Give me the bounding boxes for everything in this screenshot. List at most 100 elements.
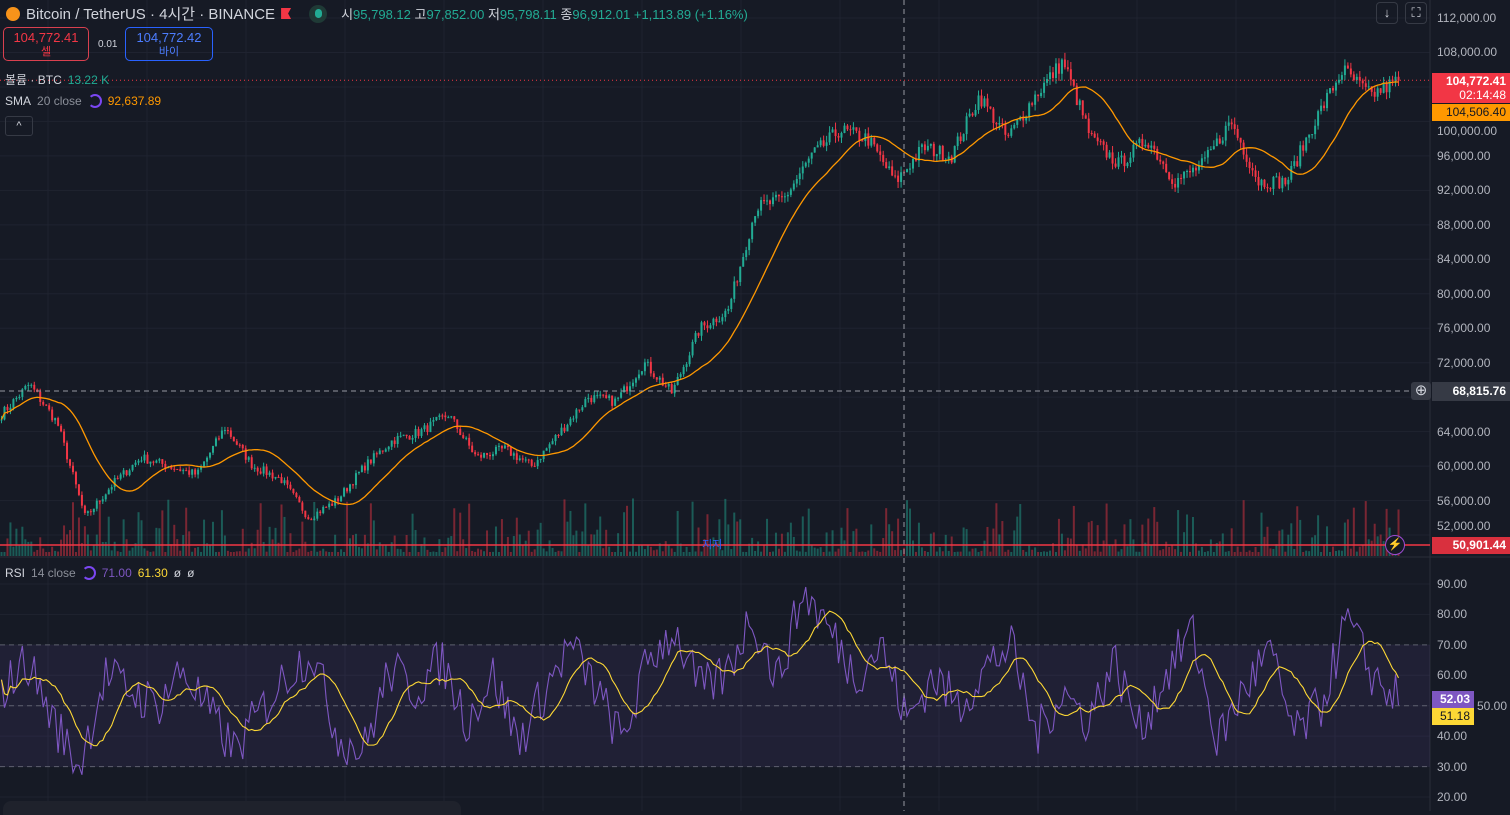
bottom-toolbar[interactable]	[3, 801, 461, 815]
candle-body	[771, 197, 774, 205]
volume-bar	[497, 551, 500, 556]
volume-bar	[911, 540, 914, 556]
volume-bar	[420, 544, 423, 556]
candle-body	[703, 322, 706, 326]
candle-body	[1385, 82, 1388, 93]
candle-body	[1334, 82, 1337, 91]
volume-bar	[107, 516, 110, 556]
candle-body	[1373, 91, 1376, 97]
sma-legend[interactable]: SMA 20 close 92,637.89	[5, 94, 162, 108]
volume-bar	[771, 551, 774, 556]
volume-bar	[176, 539, 179, 556]
volume-bar	[968, 551, 971, 556]
rsi-ma-tag: 51.18	[1432, 708, 1474, 725]
volume-bar	[614, 551, 617, 556]
volume-bar	[438, 539, 441, 556]
volume-bar	[1326, 526, 1329, 556]
candle-body	[870, 137, 873, 146]
add-alert-plus-icon[interactable]: ⊕	[1411, 382, 1431, 400]
volume-bar	[855, 528, 858, 556]
volume-bar	[724, 498, 727, 556]
volume-bar	[280, 504, 283, 556]
candle-body	[1367, 86, 1370, 88]
volume-bar	[950, 536, 953, 556]
candle-body	[1129, 157, 1132, 164]
volume-bar	[706, 514, 709, 556]
candle-body	[1147, 144, 1150, 148]
scroll-down-button[interactable]: ↓	[1376, 2, 1398, 24]
volume-bar	[200, 551, 203, 556]
candle-body	[679, 374, 682, 377]
symbol-title[interactable]: Bitcoin / TetherUS · 4시간 · BINANCE	[26, 6, 276, 23]
volume-bar	[331, 551, 334, 556]
fullscreen-button[interactable]: ⛶	[1405, 2, 1427, 24]
candle-body	[643, 362, 646, 372]
volume-bar	[122, 519, 125, 556]
volume-bar	[360, 548, 363, 556]
buy-button[interactable]: 104,772.42 바이	[125, 27, 213, 61]
candle-body	[962, 134, 965, 142]
candle-body	[27, 385, 30, 387]
volume-bar	[134, 543, 137, 556]
candle-body	[891, 166, 894, 176]
volume-bar	[1236, 546, 1239, 556]
candle-body	[986, 98, 989, 107]
volume-bar	[375, 549, 378, 556]
candle-body	[563, 427, 566, 432]
volume-bar	[298, 548, 301, 556]
volume-bar	[1349, 548, 1352, 556]
volume-bar	[548, 540, 551, 556]
market-status-icon[interactable]	[309, 4, 328, 23]
candle-body	[256, 467, 259, 472]
volume-bar	[1180, 551, 1183, 556]
candle-body	[152, 461, 155, 463]
volume-bar	[1114, 539, 1117, 556]
rsi-legend[interactable]: RSI 14 close 71.00 61.30 ø ø	[5, 566, 195, 580]
candle-body	[1013, 124, 1016, 129]
candle-body	[340, 496, 343, 502]
volume-bar	[676, 510, 679, 556]
candle-body	[200, 466, 203, 470]
volume-bar	[1102, 540, 1105, 556]
volume-bar	[816, 548, 819, 556]
volume-bar	[935, 551, 938, 556]
candle-body	[1379, 88, 1382, 93]
candle-body	[1063, 59, 1066, 68]
candle-body	[629, 386, 632, 392]
candle-body	[363, 465, 366, 471]
volume-bar	[1096, 525, 1099, 556]
volume-bar	[578, 551, 581, 556]
volume-bar	[1069, 538, 1072, 556]
volume-bar	[369, 503, 372, 556]
candle-body	[1331, 88, 1334, 91]
volume-bar	[1382, 541, 1385, 556]
volume-bar	[238, 551, 241, 556]
volume-bar	[870, 524, 873, 556]
volume-bar	[637, 545, 640, 556]
volume-bar	[51, 546, 54, 556]
volume-bar	[843, 540, 846, 556]
volume-bar	[384, 545, 387, 556]
volume-bar	[923, 550, 926, 556]
candle-body	[30, 384, 33, 386]
candle-body	[325, 506, 328, 508]
volume-bar	[414, 530, 417, 556]
collapse-legend-button[interactable]: ^	[5, 116, 33, 136]
volume-bar	[834, 551, 837, 556]
flag-icon[interactable]	[281, 8, 292, 19]
candle-body	[456, 419, 459, 429]
lightning-icon[interactable]: ⚡	[1385, 535, 1405, 555]
volume-legend[interactable]: 볼륨 · BTC 13.22 K	[5, 72, 110, 88]
sell-button[interactable]: 104,772.41 셀	[3, 27, 89, 61]
volume-bar	[1293, 549, 1296, 556]
candle-body	[673, 384, 676, 394]
volume-bar	[220, 510, 223, 556]
candle-body	[843, 125, 846, 133]
candle-body	[575, 409, 578, 419]
support-line-label[interactable]: 지지	[702, 539, 723, 551]
candle-body	[98, 500, 101, 502]
volume-bar	[1165, 541, 1168, 556]
candle-body	[1004, 123, 1007, 135]
candle-body	[512, 453, 515, 456]
